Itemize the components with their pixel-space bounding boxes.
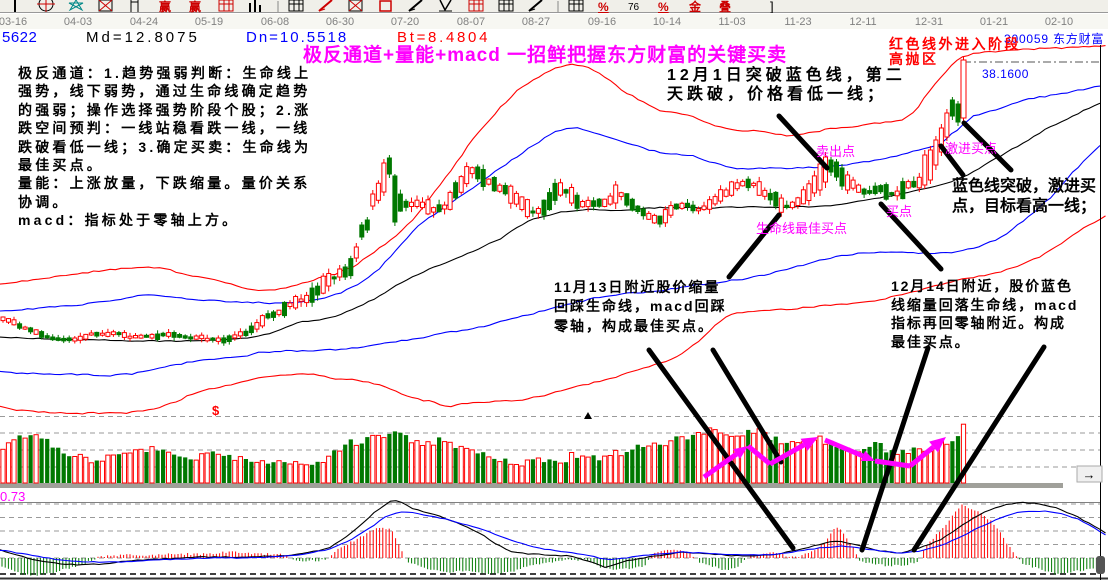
- svg-text:$: $: [212, 403, 220, 418]
- svg-text:]: ]: [770, 0, 774, 13]
- svg-text:→: →: [1083, 467, 1096, 482]
- svg-text:%: %: [658, 0, 669, 13]
- svg-text:76: 76: [628, 2, 640, 13]
- svg-text:%: %: [598, 0, 609, 13]
- svg-text:叠: 叠: [719, 0, 731, 13]
- svg-text:赢: 赢: [189, 0, 201, 13]
- svg-text:金: 金: [688, 0, 702, 13]
- svg-text:赢: 赢: [159, 0, 171, 13]
